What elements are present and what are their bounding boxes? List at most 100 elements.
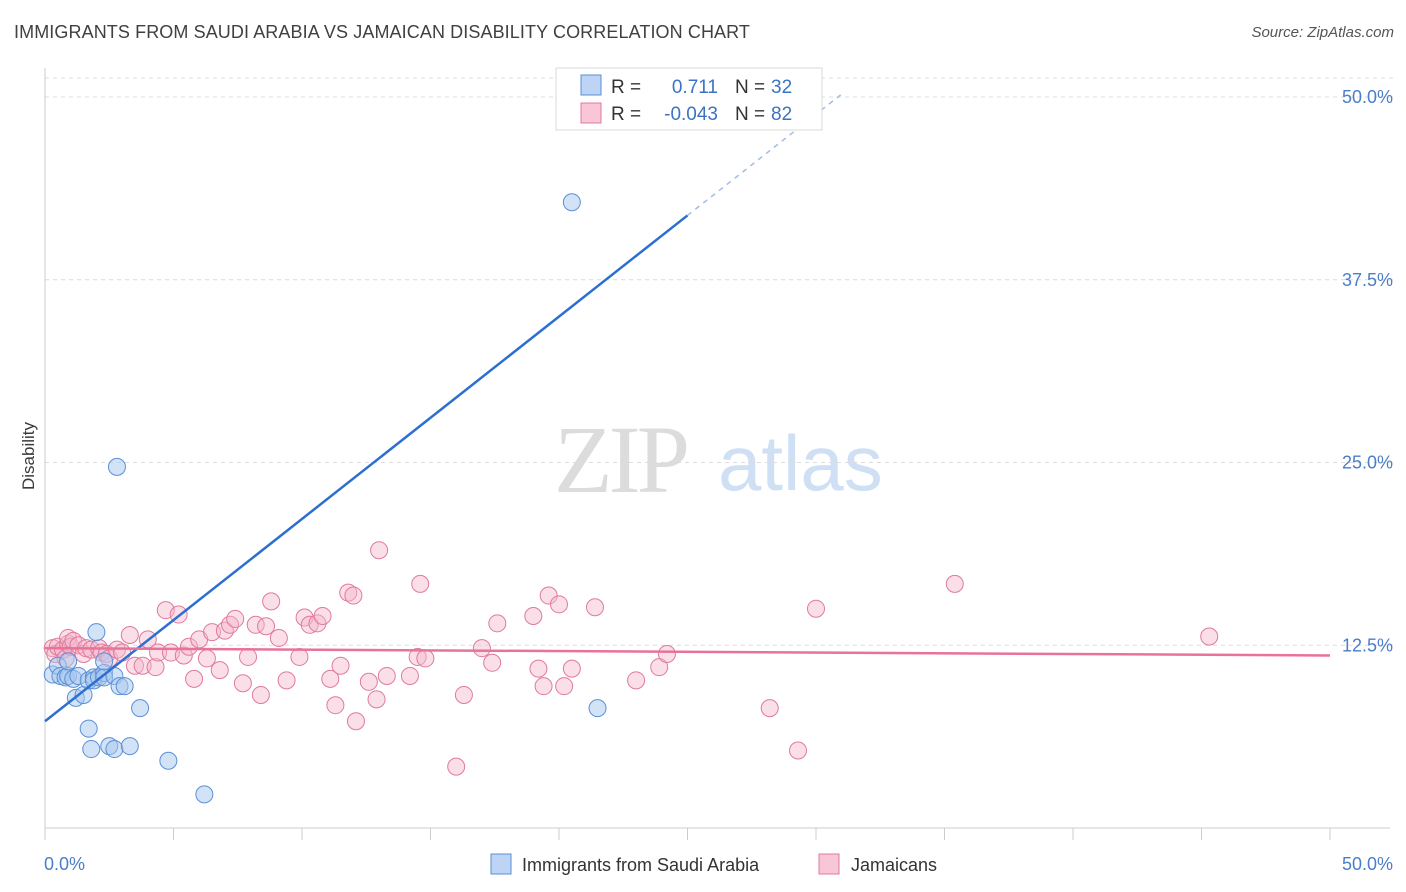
jamaicans-point — [400, 666, 419, 685]
jamaicans-point — [346, 712, 365, 731]
legend-swatch-blue — [580, 74, 602, 96]
jamaicans-point — [251, 685, 270, 704]
legend-r-label-blue: R = — [611, 77, 641, 98]
gridlines — [45, 77, 1395, 646]
jamaicans-point — [257, 617, 276, 636]
legend-n-value-pink: 82 — [771, 104, 792, 125]
jamaicans-point — [562, 659, 581, 678]
bottom-legend-swatch-pink — [818, 853, 840, 875]
jamaicans-point — [185, 669, 204, 688]
jamaicans-point — [300, 615, 319, 634]
jamaicans-point — [277, 671, 296, 690]
jamaicans-point — [321, 669, 340, 688]
jamaicans-point — [269, 628, 288, 647]
saudi-point — [562, 193, 581, 212]
jamaicans-point — [221, 615, 240, 634]
watermark-zip: ZIP — [554, 406, 687, 513]
jamaicans-point — [262, 592, 281, 611]
jamaicans-point — [789, 741, 808, 760]
legend-n-label-blue: N = — [735, 77, 765, 98]
legend-n-value-blue: 32 — [771, 77, 792, 98]
jamaicans-point — [483, 653, 502, 672]
jamaicans-point — [550, 595, 568, 614]
saudi-point — [120, 737, 139, 756]
legend-r-value-pink: -0.043 — [664, 104, 718, 125]
jamaicans-point — [146, 658, 165, 677]
jamaicans-point — [125, 656, 144, 675]
jamaicans-point — [331, 656, 350, 675]
source-credit: Source: ZipAtlas.com — [1251, 24, 1394, 41]
jamaicans-point — [133, 656, 152, 675]
jamaicans-point — [313, 607, 332, 626]
jamaicans-point — [203, 623, 222, 642]
jamaicans-point — [233, 674, 252, 693]
saudi-point — [95, 652, 114, 671]
jamaicans-point — [120, 626, 139, 645]
jamaicans-point — [807, 599, 825, 618]
jamaicans-point — [113, 643, 132, 662]
bottom-legend-label-pink: Jamaicans — [851, 855, 937, 875]
jamaicans-point — [226, 609, 245, 628]
bottom-legend: Immigrants from Saudi Arabia Jamaicans — [490, 853, 937, 875]
saudi-trendline — [44, 214, 689, 723]
y-axis-label: Disability — [19, 421, 38, 490]
chart-title: IMMIGRANTS FROM SAUDI ARABIA VS JAMAICAN… — [14, 22, 751, 42]
jamaicans-point — [370, 541, 389, 560]
saudi-point — [82, 740, 101, 759]
saudi-point — [115, 677, 134, 696]
saudi-point — [79, 719, 98, 738]
jamaicans-point — [290, 647, 309, 666]
bottom-legend-label-blue: Immigrants from Saudi Arabia — [522, 855, 760, 875]
saudi-point — [195, 785, 214, 804]
saudi-point — [107, 457, 126, 476]
saudi-point — [59, 652, 78, 671]
bottom-legend-swatch-blue — [490, 853, 512, 875]
jamaicans-point — [210, 661, 229, 680]
jamaicans-point — [179, 637, 198, 656]
jamaicans-point — [359, 672, 378, 691]
jamaicans-points — [43, 541, 1219, 776]
jamaicans-point — [326, 696, 345, 715]
jamaicans-point — [585, 598, 604, 617]
y-tick-label: 50.0% — [1342, 87, 1393, 107]
jamaicans-point — [454, 685, 473, 704]
jamaicans-point — [416, 649, 435, 668]
jamaicans-point — [657, 645, 676, 664]
jamaicans-point — [367, 690, 386, 709]
saudi-point — [159, 751, 178, 770]
jamaicans-trendline — [44, 646, 1331, 657]
saudi-points — [43, 193, 607, 804]
top-legend: R = 0.711 N = 32 R = -0.043 N = 82 — [555, 67, 823, 131]
saudi-point — [131, 699, 150, 718]
jamaicans-point — [344, 586, 363, 605]
legend-n-label-pink: N = — [735, 104, 765, 125]
tick-labels: 12.5% 25.0% 37.5% 50.0% 0.0% 50.0% — [44, 87, 1393, 874]
jamaicans-point — [339, 583, 358, 602]
x-tick-label: 50.0% — [1342, 854, 1393, 874]
jamaicans-point — [174, 646, 193, 665]
y-tick-label: 12.5% — [1342, 635, 1393, 655]
legend-r-value-blue: 0.711 — [672, 77, 718, 98]
saudi-point — [588, 699, 607, 718]
jamaicans-point — [377, 666, 396, 685]
saudi-point — [105, 740, 124, 759]
jamaicans-point — [488, 614, 507, 633]
legend-r-label-pink: R = — [611, 104, 641, 125]
jamaicans-point — [760, 699, 779, 718]
jamaicans-point — [215, 621, 234, 640]
jamaicans-point — [555, 677, 574, 696]
axes — [44, 68, 1390, 840]
jamaicans-point — [447, 757, 466, 776]
jamaicans-point — [239, 647, 258, 666]
legend-swatch-pink — [580, 102, 602, 124]
jamaicans-point — [411, 574, 430, 593]
jamaicans-point — [524, 607, 543, 626]
x-tick-label: 0.0% — [44, 854, 85, 874]
y-tick-label: 37.5% — [1342, 270, 1393, 290]
jamaicans-point — [945, 574, 964, 593]
jamaicans-point — [472, 639, 491, 658]
jamaicans-point — [408, 647, 427, 666]
jamaicans-point — [534, 677, 553, 696]
jamaicans-point — [650, 658, 669, 677]
